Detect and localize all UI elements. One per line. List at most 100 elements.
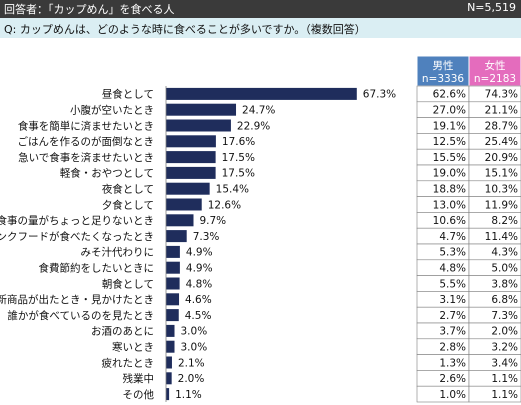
male-value: 4.7% bbox=[439, 231, 466, 243]
bar-value-label: 4.9% bbox=[186, 263, 213, 275]
female-value: 11.9% bbox=[485, 199, 518, 211]
bar-value-label: 2.0% bbox=[178, 373, 205, 385]
male-value: 1.0% bbox=[439, 389, 466, 401]
female-value: 11.4% bbox=[485, 231, 518, 243]
bar-value-label: 24.7% bbox=[242, 105, 275, 117]
bar-value-label: 7.3% bbox=[193, 231, 220, 243]
bar bbox=[166, 356, 172, 369]
female-value: 21.1% bbox=[485, 105, 518, 117]
female-value: 25.4% bbox=[485, 136, 518, 148]
bar bbox=[166, 388, 170, 401]
category-label: みそ汁代わりに bbox=[81, 246, 155, 259]
bar-value-label: 9.7% bbox=[199, 215, 226, 227]
female-value: 6.8% bbox=[491, 294, 518, 306]
category-label: ごはんを作るのが面倒なとき bbox=[18, 135, 155, 148]
female-value: 10.3% bbox=[485, 184, 518, 196]
male-value: 5.3% bbox=[439, 247, 466, 259]
male-value: 4.8% bbox=[439, 263, 466, 275]
bar bbox=[166, 277, 180, 290]
bar-value-label: 22.9% bbox=[237, 120, 270, 132]
male-header-label: 男性 bbox=[433, 59, 454, 72]
bar bbox=[166, 166, 216, 179]
female-value: 4.3% bbox=[491, 247, 518, 259]
category-label: 昼食として bbox=[102, 88, 154, 101]
respondent-title: 回答者：「カップめん」を食べる人 bbox=[4, 3, 175, 16]
bar-value-label: 3.0% bbox=[181, 342, 208, 354]
bar bbox=[166, 87, 357, 100]
bar bbox=[166, 309, 179, 322]
male-value: 13.0% bbox=[433, 199, 466, 211]
category-label: 食事を簡単に済ませたいとき bbox=[18, 119, 154, 132]
bar bbox=[166, 103, 237, 116]
female-value: 2.0% bbox=[491, 326, 518, 338]
female-value: 28.7% bbox=[485, 120, 518, 132]
category-label: 朝食として bbox=[102, 277, 154, 290]
male-value: 15.5% bbox=[433, 152, 466, 164]
male-value: 3.7% bbox=[439, 326, 466, 338]
category-label: 食費節約をしたいときに bbox=[39, 262, 155, 275]
bar bbox=[166, 230, 187, 243]
male-value: 2.6% bbox=[439, 373, 466, 385]
bar bbox=[166, 372, 172, 385]
female-value: 8.2% bbox=[491, 215, 518, 227]
male-value: 18.8% bbox=[433, 184, 466, 196]
female-header-n: n=2183 bbox=[474, 73, 516, 85]
male-value: 10.6% bbox=[433, 215, 466, 227]
female-value: 3.8% bbox=[491, 278, 518, 290]
female-header-label: 女性 bbox=[485, 59, 506, 72]
bar-value-label: 17.6% bbox=[222, 136, 255, 148]
female-value: 15.1% bbox=[485, 168, 518, 180]
header-bar: 回答者：「カップめん」を食べる人 N=5,519 bbox=[0, 0, 521, 18]
category-label: 食事の量がちょっと足りないとき bbox=[0, 214, 154, 227]
female-value: 3.4% bbox=[491, 357, 518, 369]
category-label: 夕食として bbox=[102, 198, 154, 211]
male-header-n: n=3336 bbox=[422, 73, 464, 85]
bar bbox=[166, 198, 202, 211]
male-value: 1.3% bbox=[439, 357, 466, 369]
male-value: 19.1% bbox=[433, 120, 466, 132]
bar-value-label: 4.5% bbox=[185, 310, 212, 322]
bar-value-label: 12.6% bbox=[208, 199, 241, 211]
category-label: 小腹が空いたとき bbox=[70, 104, 154, 117]
bar bbox=[166, 245, 180, 258]
bar-value-label: 15.4% bbox=[216, 184, 249, 196]
bar bbox=[166, 135, 216, 148]
female-value: 3.2% bbox=[491, 342, 518, 354]
bar-value-label: 4.6% bbox=[185, 294, 212, 306]
bar-value-label: 4.9% bbox=[186, 247, 213, 259]
bar-value-label: 67.3% bbox=[363, 89, 396, 101]
male-value: 27.0% bbox=[433, 105, 466, 117]
male-value: 62.6% bbox=[433, 89, 466, 101]
female-value: 20.9% bbox=[485, 152, 518, 164]
category-label: 疲れたとき bbox=[102, 356, 155, 369]
male-value: 2.8% bbox=[439, 342, 466, 354]
male-value: 12.5% bbox=[433, 136, 466, 148]
bar bbox=[166, 261, 180, 274]
bar-value-label: 17.5% bbox=[222, 152, 255, 164]
bar bbox=[166, 340, 175, 353]
category-label: 新商品が出たとき・見かけたとき bbox=[0, 293, 154, 306]
bar bbox=[166, 324, 175, 337]
sample-size: N=5,519 bbox=[467, 1, 516, 14]
female-value: 1.1% bbox=[491, 389, 518, 401]
category-label: ジャンクフードが食べたくなったとき bbox=[0, 230, 154, 243]
bar bbox=[166, 119, 231, 132]
bar-value-label: 2.1% bbox=[178, 357, 205, 369]
bar bbox=[166, 151, 216, 164]
bar-value-label: 3.0% bbox=[181, 326, 208, 338]
category-label: 誰かが食べているのを見たとき bbox=[7, 309, 154, 322]
female-value: 1.1% bbox=[491, 373, 518, 385]
category-label: 残業中 bbox=[123, 372, 155, 385]
category-label: 夜食として bbox=[102, 183, 154, 196]
male-value: 3.1% bbox=[439, 294, 466, 306]
question-bar: Q: カップめんは、どのような時に食べることが多いですか。（複数回答） bbox=[0, 18, 521, 38]
bar bbox=[166, 293, 180, 306]
category-label: 急いで食事を済ませたいとき bbox=[18, 151, 154, 164]
bar-value-label: 4.8% bbox=[186, 278, 213, 290]
female-cell bbox=[468, 385, 521, 403]
female-value: 7.3% bbox=[491, 310, 518, 322]
category-label: その他 bbox=[123, 388, 155, 401]
male-value: 19.0% bbox=[433, 168, 466, 180]
male-value: 5.5% bbox=[439, 278, 466, 290]
